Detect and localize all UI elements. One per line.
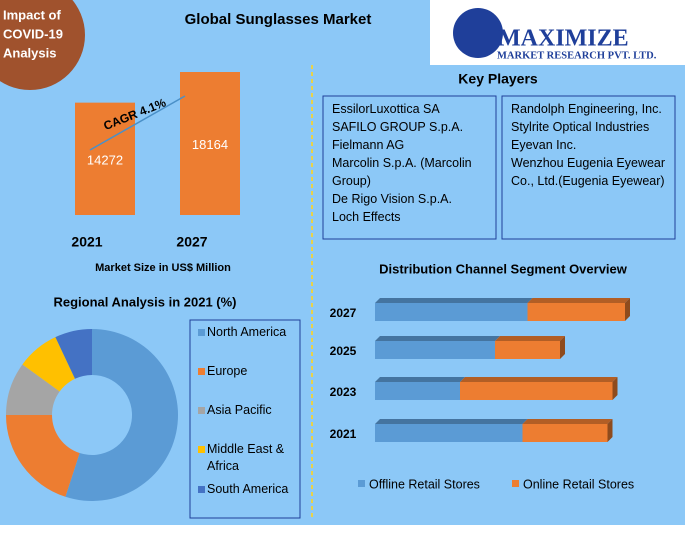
key-players-list: EssilorLuxottica SA SAFILO GROUP S.p.A. Fi… [332, 102, 472, 224]
badge-line: Analysis [3, 45, 56, 60]
key-players-title: Key Players [458, 71, 538, 87]
bar-top [495, 336, 565, 341]
value-label: 18164 [192, 137, 228, 152]
bar-top [375, 336, 500, 341]
legend-swatch [358, 480, 365, 487]
key-player: Randolph Engineering, Inc. [511, 102, 662, 116]
bar-segment [527, 303, 625, 321]
key-player: EssilorLuxottica SA [332, 102, 440, 116]
legend-label: North America [207, 325, 287, 339]
legend-label-box: Middle East & Africa [207, 442, 285, 473]
bar-side [612, 377, 618, 400]
bar-side [607, 419, 613, 442]
legend-swatch [198, 329, 205, 336]
bar [75, 102, 135, 215]
bar [180, 72, 240, 215]
logo-tagline: MARKET RESEARCH PVT. LTD. [497, 50, 657, 61]
category-label: 2021 [71, 234, 102, 250]
key-players-box [501, 95, 676, 240]
donut-slice [6, 415, 80, 497]
bar-segment [495, 341, 560, 359]
legend-label-box: Europe [207, 364, 248, 378]
bar-segment [375, 303, 528, 321]
bar-side [560, 336, 565, 359]
legend-label: Offline Retail Stores [369, 477, 480, 491]
key-player: De Rigo Vision S.p.A. [332, 192, 452, 206]
key-player: Loch Effects [332, 210, 401, 224]
legend-swatch [198, 368, 205, 375]
covid-badge: Impact of COVID-19 Analysis [0, 0, 85, 90]
bar-top [375, 377, 465, 382]
virus-shape [0, 0, 85, 90]
category-label: 2027 [176, 234, 207, 250]
key-player: SAFILO GROUP S.p.A. [332, 120, 464, 134]
legend-label-box: South America [207, 482, 289, 496]
bar-segment [375, 424, 523, 442]
x-axis-label: Market Size in US$ Million [95, 262, 231, 274]
donut-slice [55, 329, 92, 379]
bar-top [522, 419, 613, 424]
legend-label: South America [207, 482, 289, 496]
bar-segment [375, 341, 495, 359]
key-players-box [322, 95, 497, 240]
legend-swatch [198, 486, 205, 493]
chart-title: Distribution Channel Segment Overview [379, 261, 628, 276]
legend-label-box: North America [207, 325, 287, 339]
category-label: 2023 [330, 385, 357, 399]
cagr-arrow [89, 95, 186, 151]
legend-label: Online Retail Stores [523, 477, 634, 491]
badge-line: Impact of [3, 7, 61, 22]
bar-side [625, 298, 630, 321]
legend-label: Middle East & Africa [207, 442, 285, 473]
category-label: 2027 [330, 306, 357, 320]
badge-line: COVID-19 [3, 26, 63, 41]
value-label: 14272 [87, 152, 123, 167]
legend-swatch [198, 407, 205, 414]
key-player: Marcolin S.p.A. (Marcolin Group) [332, 156, 472, 188]
legend-label: Europe [207, 364, 248, 378]
legend-swatch [198, 446, 205, 453]
category-label: 2025 [330, 344, 357, 358]
legend-box [189, 319, 301, 519]
legend-label: Asia Pacific [207, 403, 272, 417]
bar-top [375, 298, 533, 303]
logo: MAXIMIZE MARKET RESEARCH PVT. LTD. [430, 0, 685, 65]
legend-label-box: Asia Pacific [207, 403, 272, 417]
bar-top [460, 377, 618, 382]
title: Global Sunglasses Market [185, 11, 372, 28]
chart-title: Regional Analysis in 2021 (%) [53, 294, 236, 309]
key-player: Stylrite Optical Industries [511, 120, 650, 134]
bottom-band [0, 525, 685, 533]
donut-slice [6, 364, 60, 415]
donut-slice [22, 337, 75, 392]
bar-top [527, 298, 630, 303]
category-label: 2021 [330, 427, 357, 441]
logo-globe [453, 8, 503, 58]
key-player: Eyevan Inc. [511, 138, 577, 152]
key-players-list: Randolph Engineering, Inc. Stylrite Optic… [511, 102, 666, 188]
bar-segment [522, 424, 608, 442]
legend-swatch [512, 480, 519, 487]
key-player: Wenzhou Eugenia Eyewear Co., Ltd.(Eugeni… [511, 156, 666, 188]
donut-slice [65, 329, 178, 501]
key-player: Fielmann AG [332, 138, 405, 152]
bar-segment [460, 382, 613, 400]
bar-segment [375, 382, 460, 400]
logo-name: MAXIMIZE [498, 26, 629, 52]
bar-top [375, 419, 528, 424]
